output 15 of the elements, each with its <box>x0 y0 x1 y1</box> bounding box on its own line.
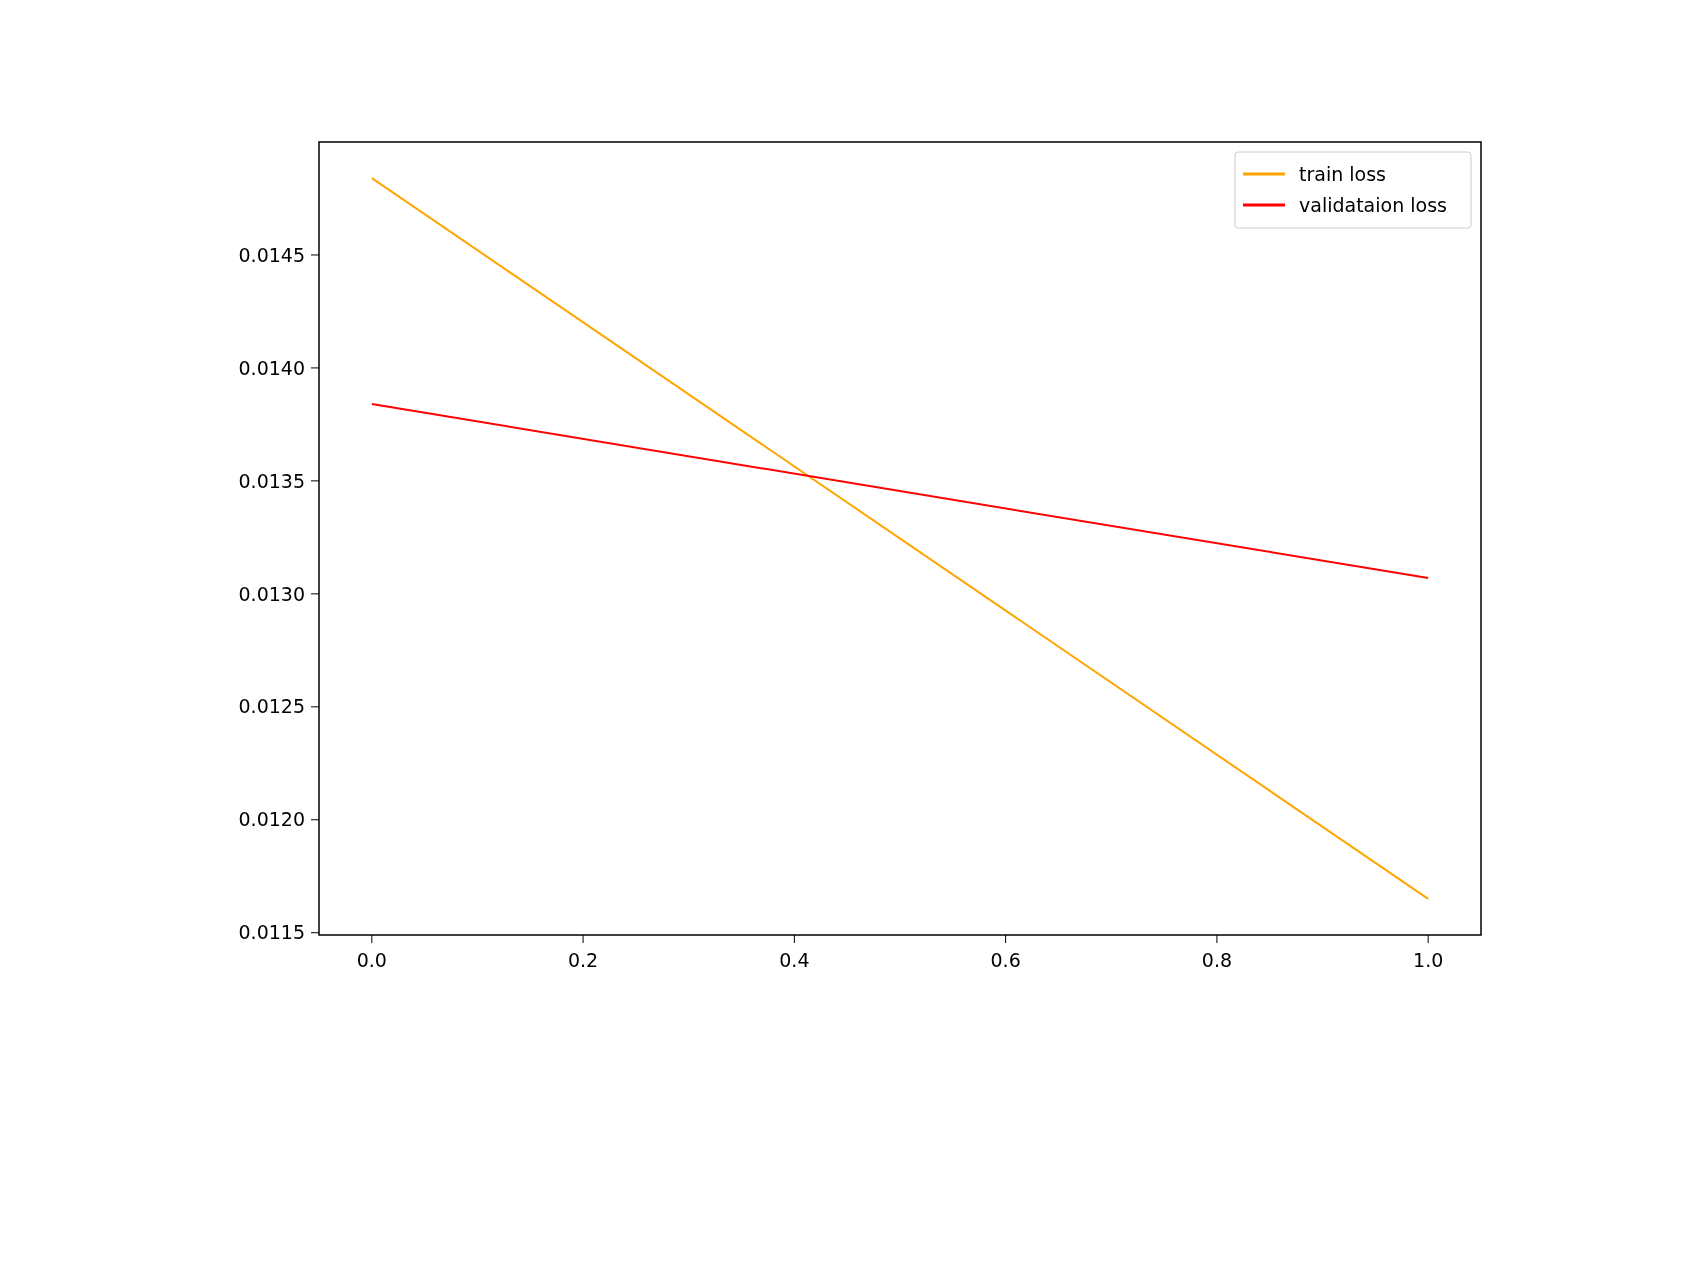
y-tick-label: 0.0125 <box>238 695 305 718</box>
y-tick-label: 0.0130 <box>238 582 305 605</box>
x-tick-label: 0.2 <box>567 949 599 971</box>
y-tick-label: 0.0140 <box>238 356 305 379</box>
x-tick-label: 0.0 <box>356 949 387 971</box>
legend-label: validataion loss <box>1299 193 1447 216</box>
x-tick-label: 0.8 <box>1201 949 1233 971</box>
x-tick-label: 0.4 <box>779 949 810 971</box>
legend-label: train loss <box>1299 162 1386 185</box>
x-tick-label: 0.6 <box>990 949 1021 971</box>
y-tick-label: 0.0135 <box>238 469 305 492</box>
y-tick-label: 0.0120 <box>238 808 305 831</box>
y-tick-label: 0.0145 <box>238 243 305 266</box>
y-tick-label: 0.0115 <box>238 921 305 944</box>
x-tick-label: 1.0 <box>1413 949 1444 971</box>
